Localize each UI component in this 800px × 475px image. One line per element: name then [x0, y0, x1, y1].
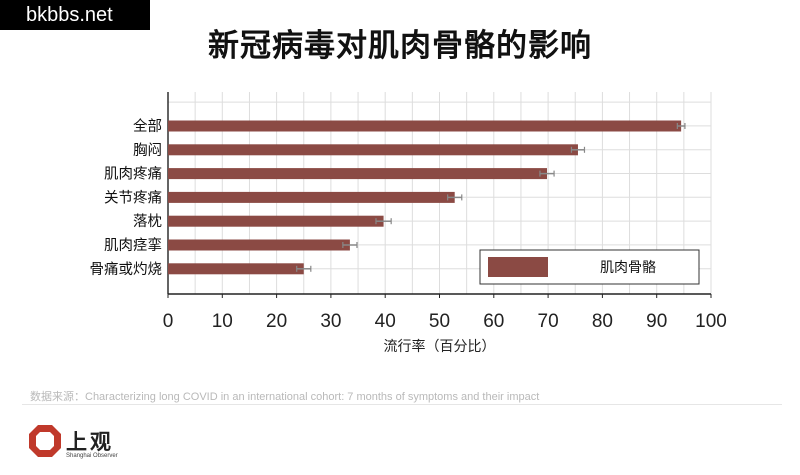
x-tick-label: 100 [695, 311, 727, 332]
x-tick-label: 50 [429, 311, 450, 332]
x-tick-label: 40 [375, 311, 396, 332]
source-note: 数据来源：Characterizing long COVID in an int… [30, 391, 540, 403]
x-axis-label: 流行率（百分比） [384, 338, 496, 355]
x-tick-label: 80 [592, 311, 613, 332]
x-tick-label: 0 [163, 311, 174, 332]
bar [168, 168, 548, 180]
bar [168, 144, 578, 156]
legend-label: 肌肉骨骼 [600, 260, 656, 276]
y-tick-label: 落枕 [133, 213, 162, 230]
x-tick-label: 30 [320, 311, 341, 332]
y-tick-label: 全部 [133, 117, 162, 135]
divider [22, 404, 782, 405]
x-tick-label: 10 [212, 311, 233, 332]
bar [168, 263, 304, 275]
bar [168, 120, 682, 132]
y-tick-label: 胸闷 [133, 142, 162, 159]
x-tick-label: 60 [483, 311, 504, 332]
y-tick-label: 骨痛或灼烧 [90, 261, 163, 278]
x-tick-label: 70 [538, 311, 559, 332]
legend-swatch [488, 257, 548, 277]
logo-name: 上观 [66, 430, 114, 454]
bar-chart: 0 10 20 30 40 50 60 70 80 90 100 流行率（百分比） 全部胸闷肌肉疼痛关节… [90, 92, 727, 355]
logo-tagline: Shanghai Observer [66, 453, 118, 459]
x-tick-label: 90 [646, 311, 667, 332]
bar [168, 239, 350, 251]
y-tick-label: 肌肉痉挛 [104, 237, 162, 254]
y-tick-label: 肌肉疼痛 [104, 166, 162, 183]
bar [168, 191, 455, 203]
y-tick-label: 关节疼痛 [104, 189, 162, 206]
x-tick-label: 20 [266, 311, 287, 332]
watermark: bkbbs.net [0, 0, 150, 30]
chart-title: 新冠病毒对肌肉骨骼的影响 [208, 28, 592, 64]
shanghai-observer-logo: 上观 Shanghai Observer [28, 424, 148, 468]
logo-octagon-icon [29, 425, 61, 457]
bar [168, 215, 384, 227]
